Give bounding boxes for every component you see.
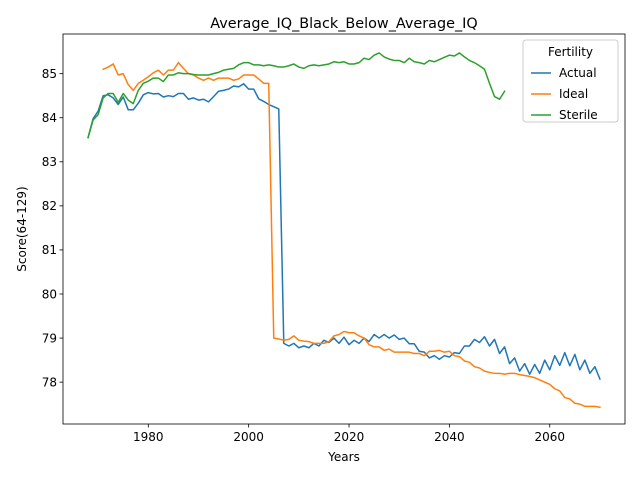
x-axis-label: Years <box>327 450 360 464</box>
legend-entries: Actual Ideal Sterile <box>531 66 598 122</box>
x-axis-ticks: 1980 2000 2020 2040 2060 <box>133 424 565 444</box>
y-tick-label: 82 <box>42 199 57 213</box>
y-tick-label: 85 <box>42 67 57 81</box>
y-tick-label: 79 <box>42 331 57 345</box>
y-tick-label: 78 <box>42 375 57 389</box>
series-line-ideal <box>102 61 601 409</box>
x-tick-label: 2040 <box>434 430 465 444</box>
y-tick-label: 83 <box>42 155 57 169</box>
series-line-sterile <box>87 52 506 139</box>
axes-frame <box>62 33 626 425</box>
x-tick-label: 1980 <box>133 430 164 444</box>
legend-label-ideal: Ideal <box>559 87 588 101</box>
series-lines <box>87 52 601 409</box>
y-axis-label: Score(64-129) <box>15 186 29 271</box>
y-tick-label: 84 <box>42 111 57 125</box>
series-line-actual <box>87 83 601 381</box>
legend-label-sterile: Sterile <box>559 108 598 122</box>
legend-label-actual: Actual <box>559 66 597 80</box>
legend-box <box>522 39 619 123</box>
legend: Fertility Actual Ideal Sterile <box>522 39 619 123</box>
y-tick-label: 81 <box>42 243 57 257</box>
x-tick-label: 2020 <box>334 430 365 444</box>
x-tick-label: 2000 <box>233 430 264 444</box>
chart-title: Average_IQ_Black_Below_Average_IQ <box>210 16 478 32</box>
x-tick-label: 2060 <box>534 430 565 444</box>
legend-title: Fertility <box>548 45 593 59</box>
y-axis-ticks: 78 79 80 81 82 83 84 85 <box>42 67 63 389</box>
y-tick-label: 80 <box>42 287 57 301</box>
